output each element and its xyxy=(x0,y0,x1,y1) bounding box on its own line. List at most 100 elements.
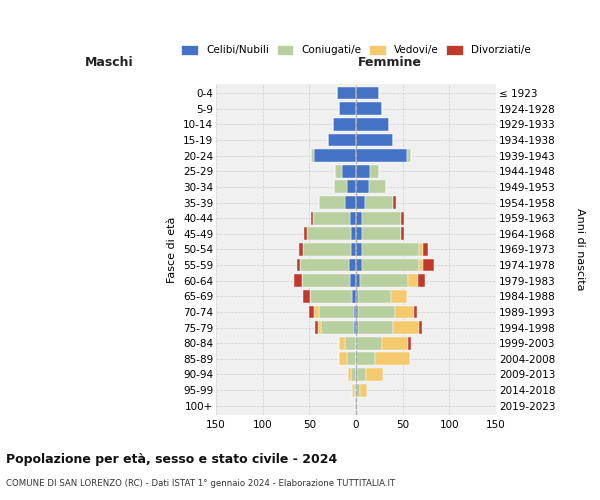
Bar xyxy=(358,290,391,302)
Bar xyxy=(352,290,356,302)
Bar xyxy=(350,212,356,224)
Bar xyxy=(356,243,362,256)
Bar xyxy=(339,337,345,349)
Bar xyxy=(423,243,428,256)
Bar xyxy=(356,384,360,396)
Bar xyxy=(319,196,345,209)
Bar xyxy=(391,290,407,302)
Bar xyxy=(369,180,386,194)
Bar xyxy=(304,228,307,240)
Bar xyxy=(339,352,347,366)
Bar xyxy=(356,290,358,302)
Bar xyxy=(345,196,356,209)
Bar xyxy=(356,134,394,146)
Bar xyxy=(339,102,356,115)
Bar xyxy=(335,165,342,177)
Bar xyxy=(311,149,314,162)
Bar xyxy=(302,274,350,287)
Bar xyxy=(300,258,349,272)
Bar xyxy=(356,196,365,209)
Bar xyxy=(356,274,360,287)
Bar xyxy=(423,258,434,272)
Bar xyxy=(356,165,370,177)
Bar xyxy=(394,321,419,334)
Bar xyxy=(356,337,382,349)
Bar xyxy=(356,118,389,131)
Bar xyxy=(356,149,407,162)
Bar xyxy=(356,180,369,194)
Bar xyxy=(345,337,356,349)
Bar xyxy=(334,180,347,194)
Bar xyxy=(418,274,425,287)
Bar xyxy=(332,118,356,131)
Bar xyxy=(297,258,300,272)
Bar xyxy=(356,102,382,115)
Text: COMUNE DI SAN LORENZO (RC) - Dati ISTAT 1° gennaio 2024 - Elaborazione TUTTITALI: COMUNE DI SAN LORENZO (RC) - Dati ISTAT … xyxy=(6,479,395,488)
Bar xyxy=(352,228,356,240)
Bar xyxy=(419,258,423,272)
Bar xyxy=(314,306,319,318)
Bar xyxy=(356,368,357,381)
Bar xyxy=(365,196,394,209)
Bar xyxy=(319,306,354,318)
Bar xyxy=(401,228,404,240)
Bar xyxy=(350,274,356,287)
Bar xyxy=(419,321,422,334)
Bar xyxy=(295,274,302,287)
Bar xyxy=(303,290,310,302)
Bar xyxy=(347,368,352,381)
Bar xyxy=(357,368,366,381)
Bar xyxy=(407,149,411,162)
Bar xyxy=(352,243,356,256)
Bar xyxy=(394,196,396,209)
Y-axis label: Anni di nascita: Anni di nascita xyxy=(575,208,585,290)
Bar xyxy=(356,352,374,366)
Bar xyxy=(355,400,356,412)
Bar xyxy=(311,212,313,224)
Bar xyxy=(360,274,408,287)
Bar xyxy=(347,352,356,366)
Bar xyxy=(362,243,419,256)
Bar xyxy=(401,212,404,224)
Bar xyxy=(408,274,418,287)
Y-axis label: Fasce di età: Fasce di età xyxy=(167,216,178,282)
Text: Femmine: Femmine xyxy=(358,56,422,69)
Bar xyxy=(354,321,356,334)
Bar xyxy=(328,134,356,146)
Bar xyxy=(395,306,414,318)
Bar xyxy=(362,212,401,224)
Bar xyxy=(356,86,379,100)
Text: Popolazione per età, sesso e stato civile - 2024: Popolazione per età, sesso e stato civil… xyxy=(6,452,337,466)
Bar xyxy=(408,337,411,349)
Bar xyxy=(322,321,354,334)
Legend: Celibi/Nubili, Coniugati/e, Vedovi/e, Divorziati/e: Celibi/Nubili, Coniugati/e, Vedovi/e, Di… xyxy=(179,42,533,57)
Bar xyxy=(356,228,362,240)
Bar xyxy=(352,368,356,381)
Bar xyxy=(354,306,356,318)
Bar xyxy=(310,290,352,302)
Bar xyxy=(356,212,362,224)
Bar xyxy=(360,384,367,396)
Bar xyxy=(366,368,383,381)
Bar xyxy=(358,321,394,334)
Bar xyxy=(419,243,423,256)
Bar xyxy=(313,212,350,224)
Bar xyxy=(342,165,356,177)
Bar xyxy=(337,86,356,100)
Bar xyxy=(315,321,318,334)
Bar xyxy=(307,228,352,240)
Bar xyxy=(299,243,303,256)
Bar xyxy=(358,306,395,318)
Bar xyxy=(314,149,356,162)
Bar xyxy=(310,306,314,318)
Bar xyxy=(414,306,416,318)
Bar xyxy=(303,243,352,256)
Bar xyxy=(352,384,354,396)
Bar xyxy=(374,352,410,366)
Bar xyxy=(356,258,362,272)
Bar xyxy=(356,400,357,412)
Bar xyxy=(370,165,379,177)
Bar xyxy=(347,180,356,194)
Bar xyxy=(318,321,322,334)
Bar xyxy=(382,337,408,349)
